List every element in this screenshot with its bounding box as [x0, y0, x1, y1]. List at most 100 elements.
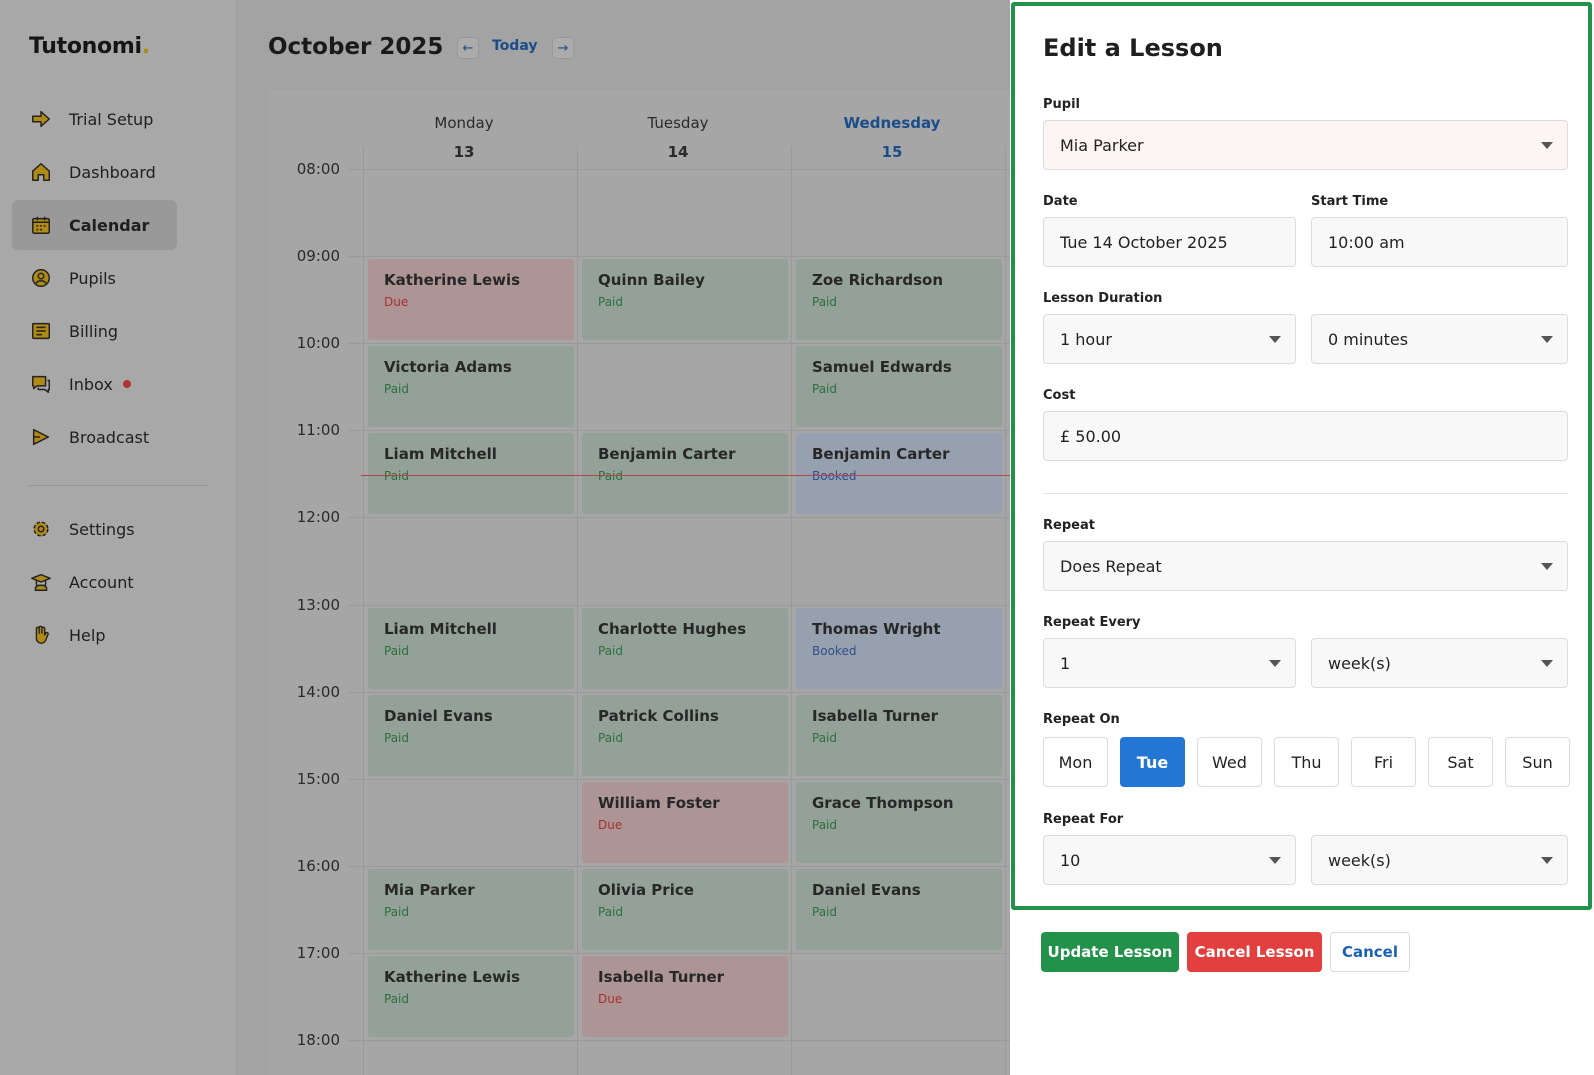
- month-title: October 2025: [268, 34, 444, 60]
- sidebar-item-label: Help: [69, 625, 106, 645]
- hour-gridline: [348, 256, 1013, 258]
- start-time-label: Start Time: [1311, 194, 1389, 209]
- event-pupil-name: Isabella Turner: [812, 706, 939, 725]
- weekday-toggle-thu[interactable]: Thu: [1274, 737, 1339, 787]
- chat-icon: [29, 372, 53, 396]
- event-status: Paid: [812, 730, 838, 745]
- repeat-for-select[interactable]: 10: [1043, 835, 1296, 885]
- sidebar-item-calendar[interactable]: Calendar: [12, 200, 177, 250]
- lesson-event[interactable]: Liam Mitchell Paid: [368, 433, 574, 515]
- cancel-lesson-button[interactable]: Cancel Lesson: [1187, 932, 1322, 972]
- lesson-event[interactable]: Katherine Lewis Paid: [368, 955, 574, 1037]
- lesson-event[interactable]: Olivia Price Paid: [582, 868, 788, 950]
- sidebar-item-pupils[interactable]: Pupils: [12, 253, 177, 303]
- lesson-event[interactable]: Daniel Evans Paid: [368, 694, 574, 776]
- megaphone-icon: [29, 425, 53, 449]
- update-lesson-button[interactable]: Update Lesson: [1041, 932, 1179, 972]
- weekday-toggle-sun[interactable]: Sun: [1505, 737, 1570, 787]
- prev-week-button[interactable]: ←: [457, 37, 479, 59]
- repeat-for-label: Repeat For: [1043, 812, 1124, 827]
- repeat-for-unit-value: week(s): [1328, 850, 1391, 870]
- sidebar-item-broadcast[interactable]: Broadcast: [12, 412, 177, 462]
- lesson-event[interactable]: Victoria Adams Paid: [368, 346, 574, 428]
- today-button[interactable]: Today: [492, 38, 538, 54]
- duration-minutes-select[interactable]: 0 minutes: [1311, 314, 1568, 364]
- event-status: Paid: [598, 643, 624, 658]
- repeat-on-label: Repeat On: [1043, 712, 1120, 727]
- day-header-monday[interactable]: Monday 13: [357, 114, 571, 161]
- sidebar-item-label: Trial Setup: [69, 109, 154, 129]
- time-label: 13:00: [296, 595, 340, 614]
- repeat-select[interactable]: Does Repeat: [1043, 541, 1568, 591]
- weekday-toggle-sat[interactable]: Sat: [1428, 737, 1493, 787]
- event-pupil-name: Isabella Turner: [598, 967, 725, 986]
- cancel-button[interactable]: Cancel: [1330, 932, 1410, 972]
- brand-logo[interactable]: Tutonomi.: [29, 34, 150, 59]
- lesson-event[interactable]: Benjamin Carter Paid: [582, 433, 788, 515]
- date-field[interactable]: Tue 14 October 2025: [1043, 217, 1296, 267]
- chevron-down-icon: [1541, 142, 1553, 149]
- sidebar-item-trial-setup[interactable]: Trial Setup: [12, 94, 177, 144]
- time-label: 08:00: [296, 160, 340, 178]
- event-pupil-name: Daniel Evans: [812, 880, 921, 899]
- lesson-event[interactable]: Mia Parker Paid: [368, 868, 574, 950]
- day-header-wednesday[interactable]: Wednesday 15: [785, 114, 999, 161]
- event-pupil-name: Thomas Wright: [812, 619, 941, 638]
- sidebar-item-label: Billing: [69, 321, 119, 341]
- next-week-button[interactable]: →: [552, 37, 574, 59]
- graduate-icon: [29, 570, 53, 594]
- lesson-event[interactable]: Zoe Richardson Paid: [796, 259, 1002, 341]
- weekday-toggle-wed[interactable]: Wed: [1197, 737, 1262, 787]
- duration-hours-select[interactable]: 1 hour: [1043, 314, 1296, 364]
- chevron-down-icon: [1269, 336, 1281, 343]
- lesson-event[interactable]: Katherine Lewis Due: [368, 259, 574, 341]
- sidebar-item-settings[interactable]: Settings: [12, 504, 177, 554]
- repeat-value: Does Repeat: [1060, 556, 1162, 576]
- pupil-select[interactable]: Mia Parker: [1043, 120, 1568, 170]
- home-icon: [29, 160, 53, 184]
- day-name: Wednesday: [843, 114, 941, 132]
- sidebar-item-billing[interactable]: Billing: [12, 306, 177, 356]
- lesson-event[interactable]: Samuel Edwards Paid: [796, 346, 1002, 428]
- repeat-every-unit-select[interactable]: week(s): [1311, 638, 1568, 688]
- lesson-event[interactable]: Benjamin Carter Booked: [796, 433, 1002, 515]
- cost-field[interactable]: £ 50.00: [1043, 411, 1568, 461]
- repeat-every-value: 1: [1060, 653, 1071, 673]
- hour-gridline: [348, 952, 1013, 954]
- lesson-event[interactable]: Daniel Evans Paid: [796, 868, 1002, 950]
- lesson-event[interactable]: Patrick Collins Paid: [582, 694, 788, 776]
- repeat-every-label: Repeat Every: [1043, 615, 1141, 630]
- weekday-toggle-tue[interactable]: Tue: [1120, 737, 1185, 787]
- event-status: Paid: [384, 730, 410, 745]
- weekday-toggle-fri[interactable]: Fri: [1351, 737, 1416, 787]
- lesson-event[interactable]: Thomas Wright Booked: [796, 607, 1002, 689]
- lesson-event[interactable]: Grace Thompson Paid: [796, 781, 1002, 863]
- lesson-event[interactable]: Isabella Turner Paid: [796, 694, 1002, 776]
- sidebar-item-inbox[interactable]: Inbox: [12, 359, 177, 409]
- repeat-for-unit-select[interactable]: week(s): [1311, 835, 1568, 885]
- cost-value: £ 50.00: [1060, 426, 1122, 446]
- lesson-event[interactable]: Charlotte Hughes Paid: [582, 607, 788, 689]
- lesson-event[interactable]: Quinn Bailey Paid: [582, 259, 788, 341]
- gear-icon: [29, 517, 53, 541]
- calendar-grid: Monday 13 Tuesday 14 Wednesday 15 08:00 0…: [268, 90, 1013, 1075]
- arrow-left-icon: ←: [462, 40, 474, 56]
- date-value: Tue 14 October 2025: [1060, 232, 1228, 252]
- lesson-event[interactable]: Liam Mitchell Paid: [368, 607, 574, 689]
- sidebar-item-help[interactable]: Help: [12, 610, 177, 660]
- sidebar-item-account[interactable]: Account: [12, 557, 177, 607]
- event-pupil-name: Olivia Price: [598, 880, 694, 899]
- time-label: 16:00: [296, 856, 340, 875]
- sidebar-item-dashboard[interactable]: Dashboard: [12, 147, 177, 197]
- lesson-event[interactable]: Isabella Turner Due: [582, 955, 788, 1037]
- lesson-event[interactable]: William Foster Due: [582, 781, 788, 863]
- day-number: 14: [667, 143, 689, 161]
- chevron-down-icon: [1269, 660, 1281, 667]
- edit-lesson-form-frame: [1011, 2, 1592, 910]
- chevron-down-icon: [1541, 563, 1553, 570]
- hour-gridline: [348, 169, 1013, 170]
- start-time-field[interactable]: 10:00 am: [1311, 217, 1568, 267]
- weekday-toggle-mon[interactable]: Mon: [1043, 737, 1108, 787]
- repeat-every-select[interactable]: 1: [1043, 638, 1296, 688]
- day-header-tuesday[interactable]: Tuesday 14: [571, 114, 785, 161]
